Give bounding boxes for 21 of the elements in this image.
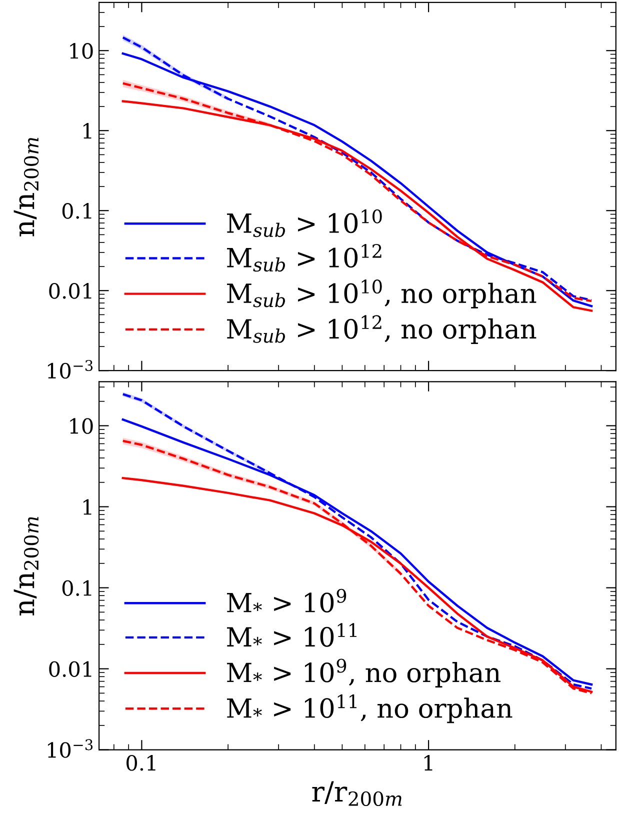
y-tick-label: 1 [83,499,92,515]
y-tick-label: 0.01 [49,661,92,677]
y-tick-label: 10 [70,43,93,59]
y-tick-label: 10$^{−3}$ [48,360,93,379]
y-tick-label: 0.1 [62,203,92,219]
legend-label: M$_{*}$ > 10$^{9}$, no orphan [227,658,500,688]
y-tick-label: 0.01 [49,283,92,299]
legend-label: M$_{*}$ > 10$^{11}$ [227,623,356,647]
y-axis-title: n/n$_{200m}$ [14,516,39,616]
legend-label: M$_{sub}$ > 10$^{10}$, no orphan [227,280,536,308]
y-tick-label: 10 [70,418,93,434]
legend-label: M$_{sub}$ > 10$^{10}$ [227,209,382,238]
y-tick-label: 0.1 [62,580,92,596]
x-axis-title: r/r$_{200m}$ [312,781,402,806]
legend-label: M$_{*}$ > 10$^{11}$, no orphan [227,694,512,724]
y-tick-label: 1 [83,123,92,139]
legend-label: M$_{*}$ > 10$^{9}$ [227,588,346,613]
y-tick-label: 10$^{−3}$ [48,739,93,758]
legend-label: M$_{sub}$ > 10$^{12}$ [227,244,382,272]
y-axis-title: n/n$_{200m}$ [14,138,39,236]
legend-label: M$_{sub}$ > 10$^{12}$, no orphan [227,315,536,344]
